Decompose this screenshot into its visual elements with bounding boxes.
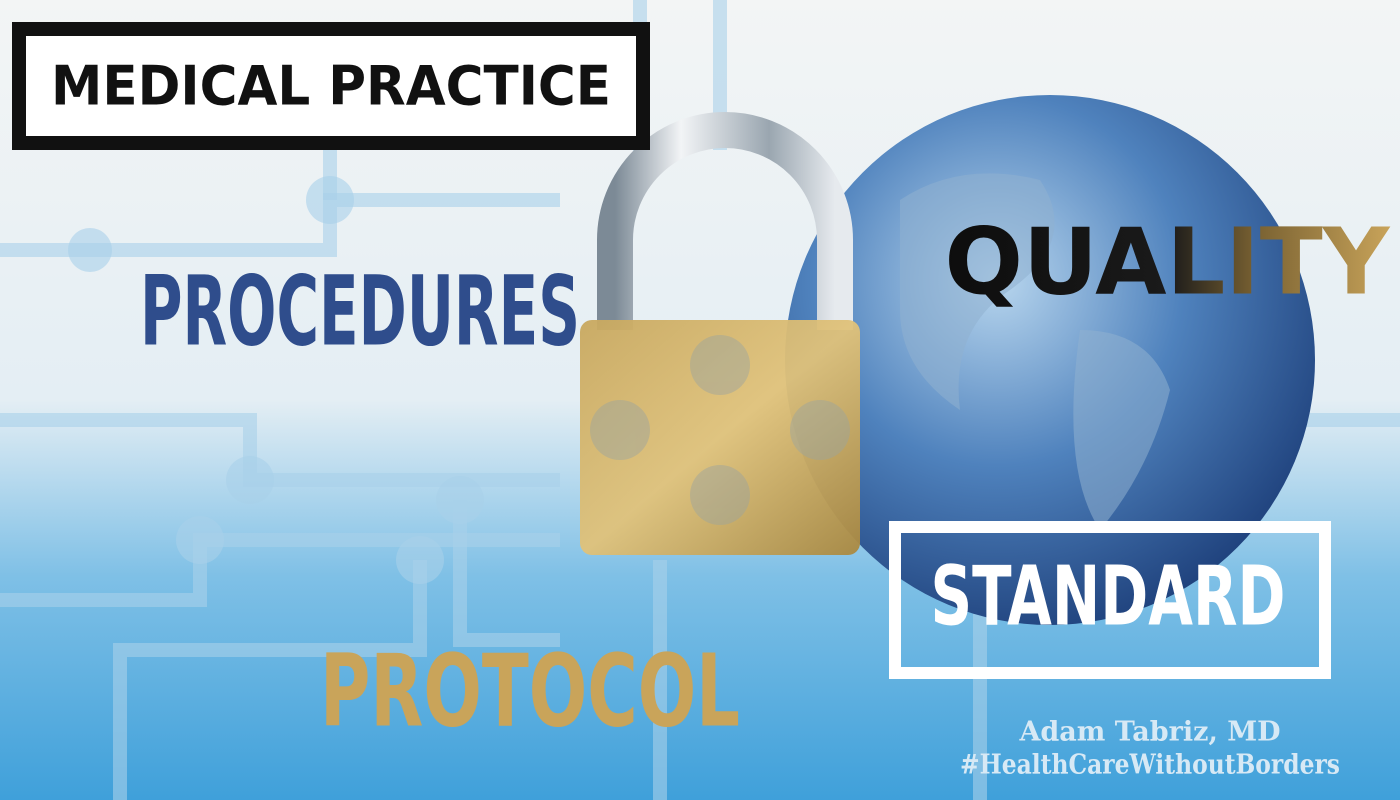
word-standard: STANDARD xyxy=(931,549,1286,644)
standard-box xyxy=(889,521,1331,679)
continents xyxy=(900,173,1170,531)
padlock-body xyxy=(580,320,860,555)
padlock-dots xyxy=(590,335,850,525)
padlock-shackle xyxy=(597,112,853,330)
globe xyxy=(785,95,1315,625)
credit-author: Adam Tabriz, MD xyxy=(1018,717,1280,748)
title: MEDICAL PRACTICE xyxy=(51,55,611,118)
word-procedures: PROCEDURES xyxy=(140,255,580,367)
word-quality: QUALITY xyxy=(945,208,1391,315)
word-protocol: PROTOCOL xyxy=(320,632,740,749)
credit-hashtag: #HealthCareWithoutBorders xyxy=(960,750,1340,781)
title-box xyxy=(12,22,650,150)
